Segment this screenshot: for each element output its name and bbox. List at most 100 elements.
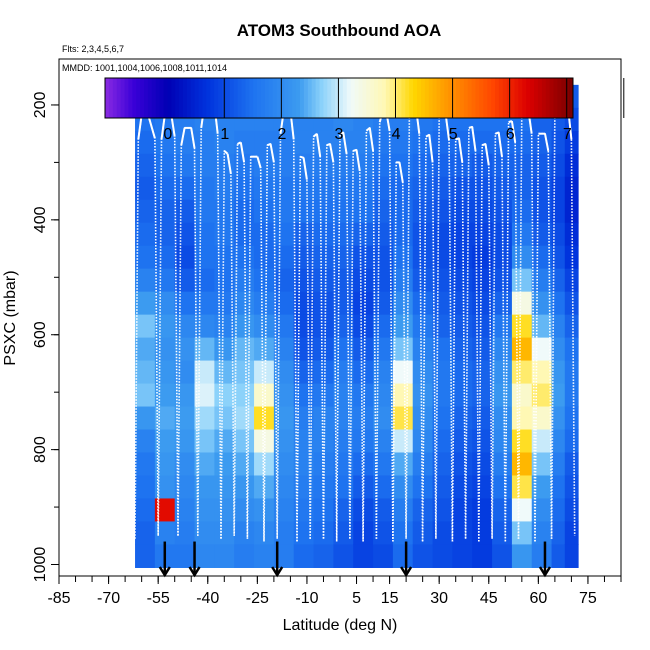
colorbar-swatch xyxy=(175,78,180,118)
aoa-cell xyxy=(194,429,215,454)
aoa-cell xyxy=(135,268,156,293)
aoa-cell xyxy=(492,291,513,316)
aoa-cell xyxy=(564,314,579,339)
aoa-cell xyxy=(254,222,275,247)
colorbar-swatch xyxy=(108,78,114,118)
aoa-cell xyxy=(135,544,156,568)
colorbar-swatch xyxy=(381,78,387,118)
aoa-cell xyxy=(154,452,176,477)
colorbar-swatch xyxy=(385,78,391,118)
aoa-cell xyxy=(135,337,156,362)
colorbar-swatch xyxy=(292,78,297,118)
aoa-cell xyxy=(214,360,235,385)
aoa-cell xyxy=(551,544,566,568)
aoa-cell xyxy=(412,521,434,546)
aoa-cell xyxy=(353,291,374,316)
aoa-cell xyxy=(293,291,315,316)
colorbar-swatch xyxy=(116,78,122,118)
aoa-cell xyxy=(214,222,235,247)
colorbar-swatch xyxy=(323,78,328,118)
aoa-cell xyxy=(234,291,255,316)
aoa-cell xyxy=(333,314,354,339)
colorbar-swatch xyxy=(471,78,476,118)
aoa-cell xyxy=(214,176,235,201)
colorbar-swatch xyxy=(444,78,449,118)
aoa-cell xyxy=(254,245,275,270)
aoa-cell xyxy=(333,222,354,247)
colorbar-swatch xyxy=(167,78,172,118)
aoa-cell xyxy=(214,521,235,546)
flights-label: Flts: 2,3,4,5,6,7 xyxy=(62,44,124,54)
colorbar-swatch xyxy=(241,78,246,118)
aoa-cell xyxy=(511,222,533,247)
aoa-cell xyxy=(313,521,334,546)
aoa-cell xyxy=(313,314,334,339)
aoa-cell xyxy=(373,153,394,178)
colorbar-swatch xyxy=(214,78,219,118)
aoa-cell xyxy=(174,153,196,178)
flight-track-level xyxy=(458,138,464,163)
aoa-cell xyxy=(551,383,566,408)
aoa-cell xyxy=(472,452,493,477)
aoa-cell xyxy=(353,130,374,155)
aoa-cell xyxy=(551,245,566,270)
colorbar-swatch xyxy=(218,78,223,118)
colorbar-swatch xyxy=(514,78,519,118)
aoa-cell xyxy=(135,498,156,523)
colorbar-tick-label: 4 xyxy=(392,126,401,143)
aoa-cell xyxy=(392,406,414,431)
aoa-cell xyxy=(333,521,354,546)
flight-track-level xyxy=(510,120,517,143)
flight-track-level xyxy=(256,156,262,169)
colorbar-swatch xyxy=(311,78,317,118)
aoa-cell xyxy=(511,383,533,408)
aoa-cell xyxy=(333,199,354,224)
y-axis-label: PSXC (mbar) xyxy=(2,270,19,365)
flight-track-level xyxy=(147,115,156,139)
aoa-cell xyxy=(214,268,235,293)
aoa-cell xyxy=(432,153,453,178)
aoa-cell xyxy=(531,360,553,385)
aoa-cell xyxy=(313,291,334,316)
aoa-cell xyxy=(135,383,156,408)
aoa-cell xyxy=(452,544,473,568)
colorbar-swatch xyxy=(479,78,484,118)
aoa-cell xyxy=(293,383,315,408)
aoa-cell xyxy=(564,452,579,477)
flight-track-level xyxy=(484,143,490,166)
colorbar: 0 1 2 3 4 5 6 7 xyxy=(104,77,625,143)
flight-track-level xyxy=(170,115,176,137)
colorbar-swatch xyxy=(537,78,543,118)
aoa-cell xyxy=(373,383,394,408)
aoa-cell xyxy=(214,130,235,155)
colorbar-swatch xyxy=(284,78,289,118)
colorbar-tick-label: 2 xyxy=(277,126,286,143)
colorbar-swatch xyxy=(132,78,137,118)
aoa-cell xyxy=(564,406,579,431)
aoa-cell xyxy=(214,544,235,568)
aoa-cell xyxy=(194,452,215,477)
x-tick-label: -10 xyxy=(295,590,318,607)
aoa-cell xyxy=(432,383,453,408)
flight-track-level xyxy=(226,153,232,175)
aoa-cell xyxy=(174,498,196,523)
aoa-cell xyxy=(313,176,334,201)
colorbar-swatch xyxy=(249,78,254,118)
aoa-cell xyxy=(174,176,196,201)
aoa-cell xyxy=(492,360,513,385)
x-tick-label: -40 xyxy=(196,590,219,607)
aoa-cell xyxy=(432,452,453,477)
aoa-cell xyxy=(412,337,434,362)
colorbar-swatch xyxy=(350,78,356,118)
colorbar-swatch xyxy=(452,78,457,118)
aoa-cell xyxy=(531,498,553,523)
aoa-cell xyxy=(214,475,235,500)
aoa-cell xyxy=(174,337,196,362)
aoa-cell xyxy=(135,130,156,155)
aoa-cell xyxy=(333,498,354,523)
aoa-cell xyxy=(511,176,533,201)
colorbar-swatch xyxy=(397,78,402,118)
colorbar-swatch xyxy=(561,78,566,118)
colorbar-swatch xyxy=(190,78,196,118)
aoa-cell xyxy=(135,176,156,201)
